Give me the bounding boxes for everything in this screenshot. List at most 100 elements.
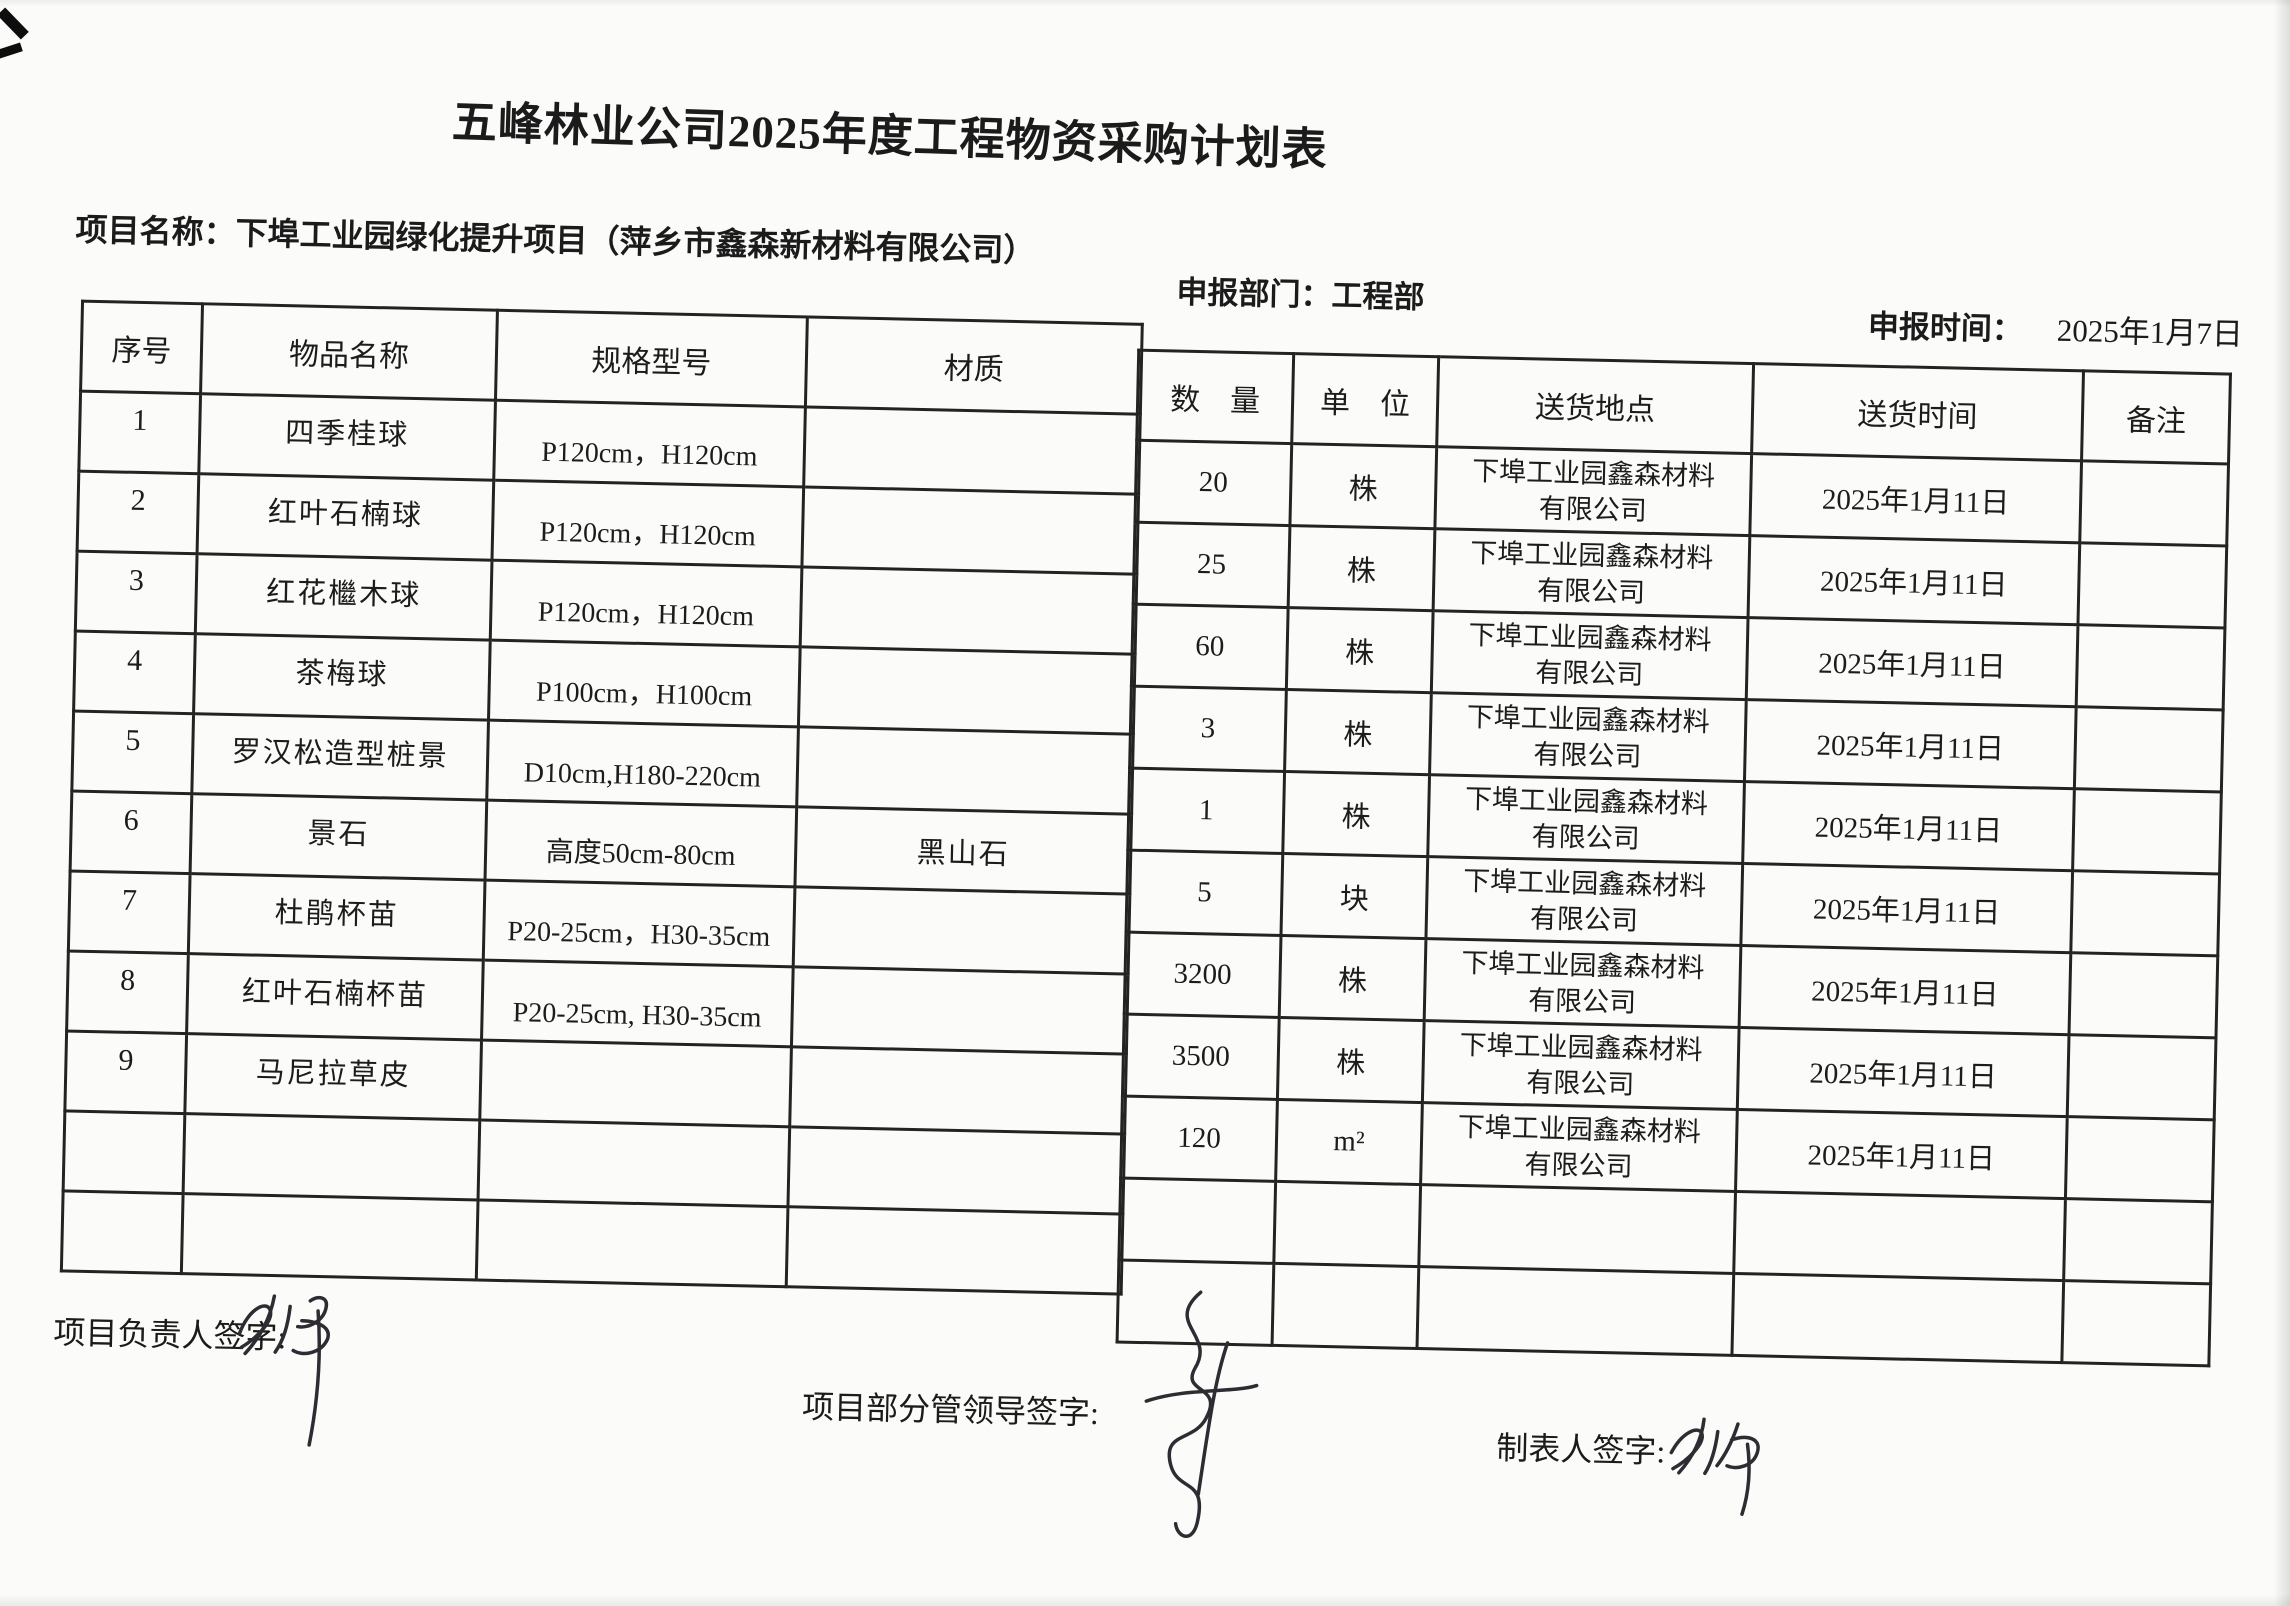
cell-delivery-location: 下埠工业园鑫森材料有限公司 bbox=[1434, 446, 1752, 536]
cell-material bbox=[789, 1046, 1127, 1135]
header-item-name: 物品名称 bbox=[200, 303, 498, 401]
header-no: 序号 bbox=[80, 301, 203, 394]
scan-edge-shadow-right bbox=[2274, 0, 2290, 1606]
cell-spec: P20-25cm，H30-35cm bbox=[483, 880, 795, 967]
items-table-right: 数 量 单 位 送货地点 送货时间 备注 20 株下埠工业园鑫森材料有限公司 202… bbox=[1116, 349, 2232, 1368]
cell-spec bbox=[478, 1120, 790, 1207]
cell-quantity: 3 bbox=[1129, 686, 1287, 772]
leader-signature-handwriting bbox=[1144, 1290, 1259, 1538]
cell-delivery-time: 2025年1月11日 bbox=[1746, 617, 2078, 707]
cell-delivery-time: 2025年1月11日 bbox=[1742, 781, 2075, 871]
cell-quantity: 3200 bbox=[1124, 932, 1281, 1018]
cell-delivery-location: 下埠工业园鑫森材料有限公司 bbox=[1427, 774, 1745, 864]
header-quantity: 数 量 bbox=[1136, 350, 1294, 444]
cell-material bbox=[793, 886, 1130, 975]
header-material: 材质 bbox=[805, 316, 1143, 415]
items-table-left: 序号 物品名称 规格型号 材质 1 四季桂球 P120cm，H120cm 2 红叶石楠… bbox=[60, 300, 1144, 1296]
cell-no bbox=[61, 1190, 184, 1274]
cell-unit bbox=[1272, 1263, 1419, 1349]
cell-delivery-time bbox=[1731, 1273, 2064, 1363]
cell-unit: 株 bbox=[1282, 771, 1430, 857]
project-name-label: 项目名称： bbox=[75, 211, 236, 251]
department-value: 工程部 bbox=[1331, 277, 1425, 315]
cell-delivery-time: 2025年1月11日 bbox=[1735, 1109, 2068, 1199]
cell-spec: 高度50cm-80cm bbox=[485, 800, 797, 887]
header-unit: 单 位 bbox=[1291, 353, 1439, 447]
cell-item-name: 红叶石楠球 bbox=[197, 473, 494, 561]
cell-no: 2 bbox=[77, 471, 199, 554]
cell-no: 9 bbox=[64, 1030, 187, 1114]
preparer-signature-label: 制表人签字: bbox=[1495, 1429, 1666, 1470]
cell-unit bbox=[1273, 1181, 1421, 1267]
cell-unit: 株 bbox=[1289, 443, 1437, 529]
cell-item-name bbox=[183, 1113, 480, 1201]
cell-material bbox=[796, 726, 1134, 815]
cell-spec: D10cm,H180-220cm bbox=[486, 720, 799, 807]
cell-unit: m² bbox=[1275, 1099, 1423, 1185]
cell-delivery-location bbox=[1418, 1184, 1736, 1274]
cell-remark bbox=[2074, 706, 2224, 792]
cell-item-name: 茶梅球 bbox=[193, 633, 491, 721]
cell-quantity: 20 bbox=[1134, 440, 1292, 526]
page-title: 五峰林业公司2025年度工程物资采购计划表 bbox=[451, 97, 1329, 176]
cell-spec: P120cm，H120cm bbox=[491, 480, 804, 567]
report-date-value: 2025年1月7日 bbox=[2056, 312, 2244, 352]
cell-remark bbox=[2079, 460, 2229, 546]
project-name-line: 项目名称：下埠工业园绿化提升项目（萍乡市鑫森新材料有限公司） bbox=[75, 204, 1036, 271]
cell-quantity: 1 bbox=[1127, 768, 1285, 854]
cell-delivery-time: 2025年1月11日 bbox=[1748, 535, 2080, 625]
cell-spec: P20-25cm, H30-35cm bbox=[481, 960, 794, 1047]
cell-no: 5 bbox=[71, 711, 194, 794]
header-remark: 备注 bbox=[2081, 370, 2231, 465]
cell-delivery-location: 下埠工业园鑫森材料有限公司 bbox=[1424, 938, 1741, 1028]
cell-delivery-location: 下埠工业园鑫森材料有限公司 bbox=[1429, 692, 1747, 782]
cell-no: 3 bbox=[75, 551, 198, 634]
cell-unit: 株 bbox=[1288, 525, 1435, 611]
cell-no: 6 bbox=[70, 791, 192, 874]
cell-material bbox=[791, 966, 1129, 1055]
header-spec: 规格型号 bbox=[495, 310, 808, 407]
cell-delivery-time: 2025年1月11日 bbox=[1739, 945, 2071, 1035]
cell-remark bbox=[2077, 542, 2227, 628]
report-date-line: 申报时间： 2025年1月7日 bbox=[1867, 301, 2244, 354]
cell-quantity: 60 bbox=[1131, 604, 1289, 690]
preparer-signature-handwriting bbox=[1669, 1417, 1760, 1516]
department-label: 申报部门： bbox=[1176, 274, 1332, 313]
cell-quantity: 25 bbox=[1133, 522, 1290, 608]
cell-delivery-location: 下埠工业园鑫森材料有限公司 bbox=[1425, 856, 1743, 946]
cell-quantity: 3500 bbox=[1122, 1014, 1280, 1100]
cell-no: 1 bbox=[78, 391, 201, 474]
cell-quantity: 120 bbox=[1120, 1096, 1278, 1182]
cell-remark bbox=[2067, 1034, 2216, 1120]
leader-signature-label: 项目部分管领导签字: bbox=[801, 1388, 1100, 1432]
cell-delivery-time: 2025年1月11日 bbox=[1744, 699, 2077, 789]
cell-material bbox=[787, 1126, 1125, 1215]
cell-remark bbox=[2076, 624, 2225, 710]
cell-unit: 株 bbox=[1284, 689, 1432, 775]
cell-item-name: 红花檵木球 bbox=[195, 553, 492, 641]
cell-material bbox=[800, 566, 1137, 655]
cell-item-name: 景石 bbox=[190, 793, 487, 881]
cell-delivery-location: 下埠工业园鑫森材料有限公司 bbox=[1422, 1020, 1740, 1110]
scan-edge-shadow-top bbox=[0, 0, 2290, 7]
cell-item-name bbox=[181, 1193, 479, 1280]
cell-no: 7 bbox=[68, 871, 191, 954]
cell-material bbox=[801, 486, 1139, 575]
manager-signature-handwriting bbox=[237, 1294, 330, 1447]
cell-material bbox=[786, 1206, 1123, 1295]
cell-item-name: 杜鹃杯苗 bbox=[188, 873, 486, 961]
cell-unit: 块 bbox=[1280, 853, 1428, 939]
cell-spec: P120cm，H120cm bbox=[490, 560, 802, 647]
cell-delivery-time: 2025年1月11日 bbox=[1749, 453, 2082, 543]
cell-remark bbox=[2072, 788, 2222, 874]
department-line: 申报部门：工程部 bbox=[1176, 267, 1425, 317]
report-date-label: 申报时间： bbox=[1867, 308, 2024, 347]
cell-remark bbox=[2065, 1116, 2215, 1202]
scan-edge-shadow-bottom bbox=[0, 1594, 2290, 1606]
cell-quantity bbox=[1118, 1178, 1276, 1264]
cell-item-name: 罗汉松造型桩景 bbox=[191, 713, 489, 801]
cell-unit: 株 bbox=[1286, 607, 1434, 693]
cell-material bbox=[798, 646, 1136, 735]
